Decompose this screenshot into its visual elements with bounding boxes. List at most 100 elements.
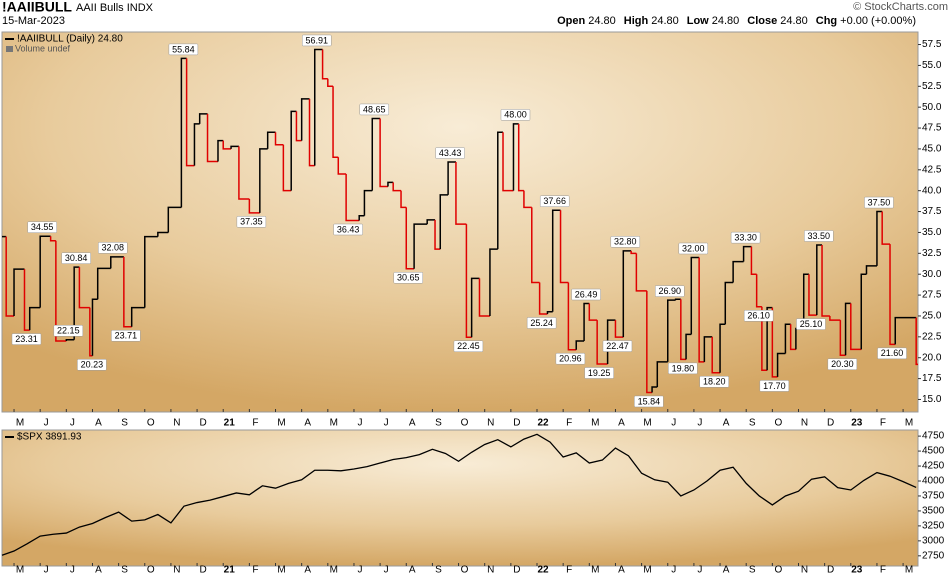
step-segment <box>651 386 658 393</box>
y-tick-label: 17.5 <box>922 373 942 384</box>
step-segment <box>596 320 608 365</box>
step-segment <box>455 162 467 225</box>
step-segment <box>167 206 182 233</box>
x-tick-label: S <box>749 418 756 429</box>
data-label: 33.30 <box>734 233 757 243</box>
quote-value: 24.80 <box>588 15 616 27</box>
x-tick-label: M <box>277 418 285 429</box>
x-tick-label: 23 <box>851 565 863 575</box>
x-tick-label: A <box>723 418 730 429</box>
label-box <box>301 34 332 47</box>
label-box <box>500 109 531 121</box>
x-tick-label: S <box>435 418 442 429</box>
x-tick-label: D <box>199 565 206 575</box>
step-segment <box>646 290 653 394</box>
step-segment <box>405 207 415 270</box>
data-label: 34.55 <box>31 222 54 232</box>
label-box <box>610 236 641 248</box>
x-tick-label: J <box>697 418 702 429</box>
step-segment <box>711 336 721 374</box>
label-box <box>668 362 698 375</box>
data-label: 19.80 <box>672 363 695 373</box>
label-box <box>111 329 141 342</box>
step-segment <box>193 123 200 166</box>
step-segment <box>635 253 647 292</box>
data-label: 20.30 <box>831 359 854 369</box>
step-segment <box>327 78 334 88</box>
x-tick-label: N <box>801 418 808 429</box>
x-tick-label: J <box>70 565 75 575</box>
step-segment <box>630 250 637 255</box>
x-tick-label: A <box>304 418 311 429</box>
data-label: 37.66 <box>543 196 566 206</box>
step-segment <box>656 361 668 387</box>
step-segment <box>614 320 624 338</box>
label-box <box>699 375 729 388</box>
data-label: 32.08 <box>102 243 125 253</box>
x-tick-label: M <box>16 565 24 575</box>
step-segment <box>222 140 232 150</box>
data-label: 56.91 <box>305 35 328 45</box>
data-label: 36.43 <box>337 224 360 234</box>
step-segment <box>238 146 250 200</box>
y-tick-label: 32.5 <box>922 248 942 259</box>
step-segment <box>392 182 402 192</box>
quote-label: Chg <box>816 15 837 27</box>
step-segment <box>470 277 480 338</box>
x-tick-label: N <box>487 418 494 429</box>
x-tick-label: J <box>357 418 362 429</box>
step-segment <box>230 145 239 149</box>
quote-value: +0.00 (+0.00%) <box>840 15 916 27</box>
data-label: 23.31 <box>15 334 38 344</box>
date: 15-Mar-2023 <box>2 15 65 27</box>
y-tick-label: 3000 <box>922 535 945 546</box>
step-segment <box>680 299 687 361</box>
step-segment <box>829 315 841 321</box>
y-tick-label: 3250 <box>922 521 945 532</box>
step-segment <box>575 340 585 350</box>
y-tick-label: 50.0 <box>922 102 942 113</box>
volume-icon <box>6 46 13 52</box>
y-tick-label: 22.5 <box>922 331 942 342</box>
x-tick-label: J <box>671 418 676 429</box>
step-segment <box>724 281 734 325</box>
x-tick-label: M <box>591 418 599 429</box>
x-tick-label: J <box>44 418 49 429</box>
x-tick-label: A <box>95 418 102 429</box>
step-segment <box>434 219 441 250</box>
x-tick-label: O <box>774 565 782 575</box>
step-segment <box>766 306 773 371</box>
x-tick-label: S <box>749 565 756 575</box>
x-tick-label: O <box>147 418 155 429</box>
step-segment <box>881 211 891 245</box>
step-segment <box>332 86 339 159</box>
label-box <box>555 352 586 365</box>
x-tick-label: F <box>566 418 572 429</box>
x-tick-label: M <box>16 418 24 429</box>
data-label: 21.60 <box>881 348 904 358</box>
y-tick-label: 3500 <box>922 506 945 517</box>
symbol-name: AAII Bulls INDX <box>76 2 154 14</box>
step-segment <box>413 223 428 269</box>
step-segment <box>217 139 224 162</box>
step-segment <box>313 48 323 166</box>
x-tick-label: M <box>330 565 338 575</box>
y-tick-label: 27.5 <box>922 290 942 301</box>
data-label: 18.20 <box>703 377 726 387</box>
x-tick-label: M <box>905 565 913 575</box>
x-tick-label: F <box>880 418 886 429</box>
symbol: !AAIIBULL <box>2 0 72 15</box>
step-segment <box>358 214 365 221</box>
quote-label: Low <box>687 15 709 27</box>
step-segment <box>206 113 218 163</box>
data-label: 19.25 <box>588 368 611 378</box>
x-tick-label: O <box>461 565 469 575</box>
x-tick-label: J <box>697 565 702 575</box>
quote-value: 24.80 <box>780 15 808 27</box>
y-tick-label: 4750 <box>922 431 945 442</box>
step-segment <box>130 306 145 327</box>
step-segment <box>300 98 310 141</box>
step-segment <box>776 352 786 377</box>
step-segment <box>844 302 851 356</box>
label-box <box>796 318 826 330</box>
